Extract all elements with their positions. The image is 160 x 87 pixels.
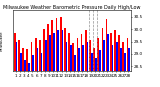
Bar <box>57 30 59 71</box>
Bar <box>31 41 32 71</box>
Bar <box>26 49 28 71</box>
Bar <box>91 53 92 71</box>
Bar <box>43 29 45 71</box>
Bar <box>116 41 118 71</box>
Bar <box>37 48 38 71</box>
Bar <box>66 41 68 71</box>
Bar <box>99 50 101 71</box>
Bar <box>28 63 30 71</box>
Bar <box>24 60 26 71</box>
Bar <box>127 38 128 71</box>
Bar <box>110 33 112 71</box>
Bar <box>78 48 80 71</box>
Bar <box>20 53 22 71</box>
Bar <box>49 35 51 71</box>
Bar <box>95 58 97 71</box>
Bar <box>89 40 91 71</box>
Bar <box>70 45 72 71</box>
Bar <box>81 34 82 71</box>
Bar <box>52 20 53 71</box>
Bar <box>118 35 120 71</box>
Bar <box>97 38 99 71</box>
Bar <box>128 48 130 71</box>
Bar <box>39 40 41 71</box>
Bar <box>74 55 76 71</box>
Bar <box>53 33 55 71</box>
Bar <box>45 40 47 71</box>
Title: Milwaukee Weather Barometric Pressure Daily High/Low: Milwaukee Weather Barometric Pressure Da… <box>3 5 141 10</box>
Bar <box>114 30 116 71</box>
Text: Milwaukee: Milwaukee <box>0 31 3 51</box>
Bar <box>72 43 74 71</box>
Bar <box>124 53 126 71</box>
Bar <box>32 55 34 71</box>
Bar <box>62 30 63 71</box>
Bar <box>122 41 124 71</box>
Bar <box>93 48 95 71</box>
Bar <box>101 28 103 71</box>
Bar <box>47 24 49 71</box>
Bar <box>120 48 122 71</box>
Bar <box>18 40 20 71</box>
Bar <box>76 38 78 71</box>
Bar <box>56 18 57 71</box>
Bar <box>82 45 84 71</box>
Bar <box>35 38 37 71</box>
Bar <box>41 53 43 71</box>
Bar <box>106 19 107 71</box>
Bar <box>103 40 105 71</box>
Bar <box>64 28 66 71</box>
Bar <box>22 48 24 71</box>
Bar <box>87 41 88 71</box>
Bar <box>85 30 87 71</box>
Bar <box>112 45 113 71</box>
Bar <box>16 41 17 71</box>
Bar <box>60 17 62 71</box>
Bar <box>107 34 109 71</box>
Bar <box>68 33 70 71</box>
Bar <box>14 33 16 71</box>
